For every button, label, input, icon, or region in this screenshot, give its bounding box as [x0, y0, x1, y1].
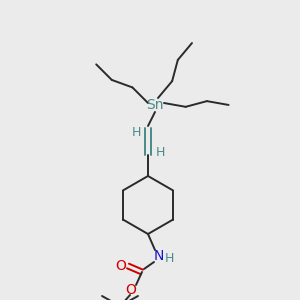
Text: H: H: [131, 125, 141, 139]
Text: N: N: [154, 249, 164, 263]
Text: H: H: [155, 146, 165, 158]
Text: O: O: [116, 259, 126, 273]
Text: H: H: [164, 253, 174, 266]
Text: Sn: Sn: [146, 98, 164, 112]
Text: O: O: [126, 283, 136, 297]
